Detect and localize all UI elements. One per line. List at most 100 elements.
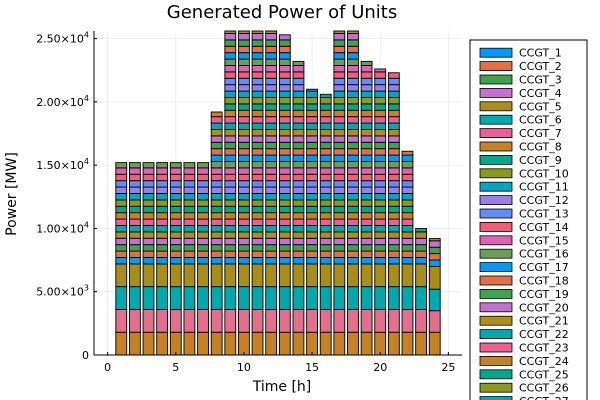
bar-segment bbox=[251, 33, 264, 41]
bar-segment bbox=[197, 286, 209, 310]
bar-segment bbox=[210, 193, 223, 201]
legend-item: CCGT_8 bbox=[479, 141, 562, 154]
bar-segment bbox=[347, 84, 359, 92]
bar-segment bbox=[197, 231, 209, 239]
bar-segment bbox=[333, 109, 346, 118]
legend-label: CCGT_2 bbox=[519, 60, 562, 73]
bar-segment bbox=[292, 122, 305, 130]
bar-segment bbox=[251, 52, 264, 60]
bar-segment bbox=[347, 308, 359, 333]
bar-segment bbox=[387, 225, 400, 233]
bar-stack bbox=[251, 30, 264, 356]
bar-segment bbox=[347, 71, 359, 79]
bar-segment bbox=[265, 231, 278, 239]
bar-segment bbox=[347, 167, 359, 175]
bar-segment bbox=[156, 173, 169, 182]
bar-segment bbox=[360, 186, 373, 194]
bar-segment bbox=[347, 65, 359, 73]
bar-segment bbox=[319, 148, 332, 156]
bar-segment bbox=[210, 135, 223, 143]
bar-segment bbox=[360, 154, 373, 162]
bar-segment bbox=[306, 331, 318, 356]
bar-segment bbox=[278, 122, 291, 130]
bar-segment bbox=[238, 308, 250, 333]
bar-segment bbox=[210, 308, 223, 333]
bar-segment bbox=[224, 331, 237, 356]
bar-segment bbox=[251, 65, 264, 73]
bar-segment bbox=[306, 109, 318, 118]
bar-segment bbox=[142, 286, 155, 310]
bar-segment bbox=[401, 257, 414, 265]
bar-segment bbox=[238, 205, 250, 214]
bar-segment bbox=[319, 109, 332, 118]
bar-segment bbox=[387, 250, 400, 258]
bar-segment bbox=[333, 199, 346, 207]
bar-segment bbox=[333, 30, 346, 34]
bar-segment bbox=[347, 135, 359, 143]
bar-segment bbox=[347, 161, 359, 169]
bar-segment bbox=[251, 141, 264, 150]
bar-segment bbox=[319, 250, 332, 258]
bar-segment bbox=[128, 173, 141, 182]
bar-segment bbox=[265, 65, 278, 73]
bar-segment bbox=[333, 205, 346, 214]
bar-segment bbox=[306, 244, 318, 252]
bar-segment bbox=[183, 286, 196, 310]
bar-segment bbox=[251, 161, 264, 169]
bar-segment bbox=[278, 97, 291, 105]
bar-segment bbox=[142, 244, 155, 252]
bar-segment bbox=[265, 141, 278, 150]
bar-segment bbox=[347, 109, 359, 118]
x-axis-label: Time [h] bbox=[252, 379, 312, 395]
bar-segment bbox=[360, 331, 373, 356]
legend-swatch bbox=[479, 128, 513, 139]
bar-segment bbox=[265, 186, 278, 194]
bar-segment bbox=[374, 225, 387, 233]
bar-segment bbox=[115, 308, 128, 333]
bar-segment bbox=[224, 263, 237, 288]
x-tick-label: 20 bbox=[373, 361, 387, 374]
bar-stack bbox=[347, 30, 359, 356]
bar-segment bbox=[115, 167, 128, 175]
bar-stack bbox=[306, 88, 318, 356]
bar-segment bbox=[333, 39, 346, 47]
bar-segment bbox=[156, 263, 169, 288]
legend-swatch bbox=[479, 315, 513, 326]
bar-segment bbox=[374, 193, 387, 201]
bar-segment bbox=[224, 141, 237, 150]
bar-segment bbox=[142, 218, 155, 226]
bar-segment bbox=[306, 205, 318, 214]
bar-segment bbox=[347, 90, 359, 98]
bar-segment bbox=[115, 173, 128, 182]
bar-segment bbox=[265, 122, 278, 130]
legend-label: CCGT_7 bbox=[519, 127, 562, 140]
bar-segment bbox=[333, 97, 346, 105]
bar-segment bbox=[169, 263, 182, 288]
bar-segment bbox=[333, 167, 346, 175]
bar-segment bbox=[360, 257, 373, 265]
bar-segment bbox=[360, 180, 373, 188]
bar-segment bbox=[238, 52, 250, 60]
x-tick-label: 15 bbox=[305, 361, 319, 374]
bar-segment bbox=[360, 193, 373, 201]
bar-segment bbox=[183, 331, 196, 356]
bar-segment bbox=[224, 116, 237, 124]
bar-segment bbox=[347, 148, 359, 156]
bar-segment bbox=[128, 225, 141, 233]
bar-segment bbox=[306, 167, 318, 175]
bar-segment bbox=[210, 129, 223, 137]
bar-segment bbox=[238, 173, 250, 182]
bar-segment bbox=[347, 250, 359, 258]
bar-segment bbox=[142, 263, 155, 288]
bar-segment bbox=[278, 250, 291, 258]
bar-segment bbox=[401, 167, 414, 175]
bar-segment bbox=[292, 148, 305, 156]
bar-segment bbox=[169, 205, 182, 214]
bar-segment bbox=[374, 135, 387, 143]
bar-segment bbox=[347, 30, 359, 34]
bar-segment bbox=[210, 225, 223, 233]
legend-swatch bbox=[479, 262, 513, 273]
bar-segment bbox=[169, 225, 182, 233]
bar-segment bbox=[306, 263, 318, 288]
bar-segment bbox=[428, 246, 441, 255]
